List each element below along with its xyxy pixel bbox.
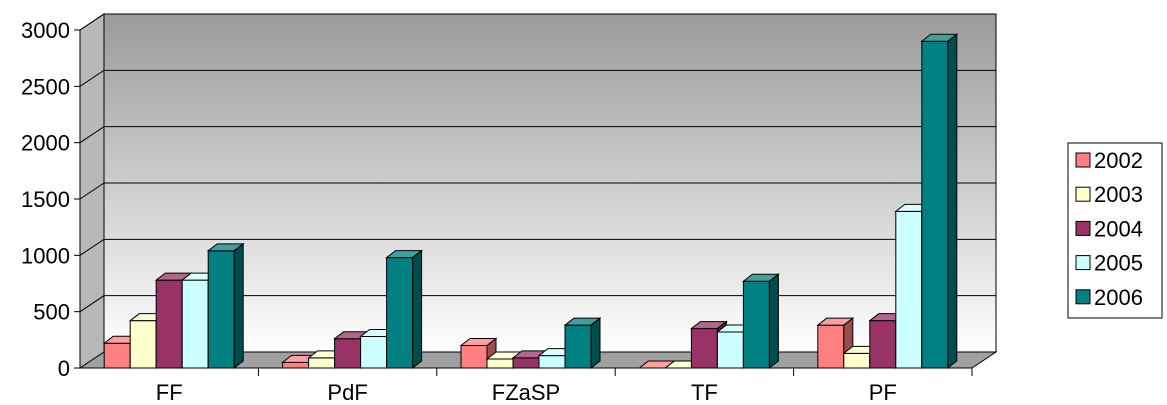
legend-label-2002: 2002: [1094, 148, 1143, 173]
legend-swatch-2006: [1075, 289, 1091, 305]
bar-front: [869, 320, 897, 369]
bar-front: [308, 357, 336, 369]
x-tick-label: PdF: [327, 380, 367, 405]
legend-label-2005: 2005: [1094, 251, 1143, 276]
bar-front: [360, 335, 388, 369]
bar-side: [947, 33, 958, 370]
y-tick-label: 2000: [21, 131, 70, 156]
bar-front: [282, 361, 310, 369]
bar-2006-PdF: [385, 249, 424, 370]
x-tick-labels: FF PdF FZaSP TF PF: [156, 380, 897, 405]
bar-front: [921, 40, 949, 369]
y-tick-label: 500: [33, 300, 70, 325]
bar-front: [742, 280, 770, 369]
bar-front: [181, 279, 209, 369]
bar-front: [895, 210, 923, 369]
gridline: [79, 182, 996, 200]
gridlines: [79, 13, 996, 313]
bar-front: [334, 338, 362, 369]
legend-swatch-2003: [1075, 186, 1091, 202]
bar-side: [412, 249, 423, 370]
bar-front: [538, 355, 566, 369]
y-tick-label: 3000: [21, 18, 70, 43]
x-tick-label: TF: [691, 380, 718, 405]
y-tick-label: 1500: [21, 187, 70, 212]
bar-front: [690, 328, 718, 369]
bar-front: [155, 279, 183, 369]
legend-label-2006: 2006: [1094, 285, 1143, 310]
legend-label-2003: 2003: [1094, 182, 1143, 207]
bar-front: [564, 324, 592, 369]
bar-front: [103, 342, 131, 369]
gridline: [79, 295, 996, 313]
legend-swatch-2002: [1075, 152, 1091, 168]
gridline: [79, 126, 996, 144]
bar-2006-PF: [920, 33, 959, 370]
bar-2006-TF: [741, 273, 780, 370]
bar-2006-FZaSP: [563, 317, 602, 370]
legend-swatch-2005: [1075, 255, 1091, 271]
bar-front: [486, 358, 514, 369]
x-tick-label: PF: [869, 380, 897, 405]
legend-swatch-2004: [1075, 220, 1091, 236]
y-tick-labels: 0 500 1000 1500 2000 2500 3000: [21, 18, 70, 381]
y-tick-label: 0: [58, 356, 70, 381]
y-tick-label: 1000: [21, 243, 70, 268]
bar-front: [512, 357, 540, 369]
bars: [102, 33, 959, 370]
bar-front: [386, 257, 414, 369]
bar-front: [129, 320, 157, 369]
y-tick-label: 2500: [21, 74, 70, 99]
x-tick-label: FF: [156, 380, 183, 405]
bar-front: [207, 250, 235, 369]
x-tick-label: FZaSP: [492, 380, 560, 405]
legend: 2002 2003 2004 2005 2006: [1067, 142, 1163, 319]
bar-2006-FF: [206, 242, 245, 370]
bar-front: [817, 324, 845, 369]
gridline: [79, 69, 996, 87]
bar-front: [843, 352, 871, 369]
gridline: [79, 238, 996, 256]
legend-label-2004: 2004: [1094, 216, 1143, 241]
bar-side: [590, 317, 601, 370]
bar-front: [460, 344, 488, 369]
bar-front: [716, 331, 744, 369]
bar-side: [233, 242, 244, 370]
bar-side: [768, 273, 779, 370]
gridline: [79, 13, 996, 31]
